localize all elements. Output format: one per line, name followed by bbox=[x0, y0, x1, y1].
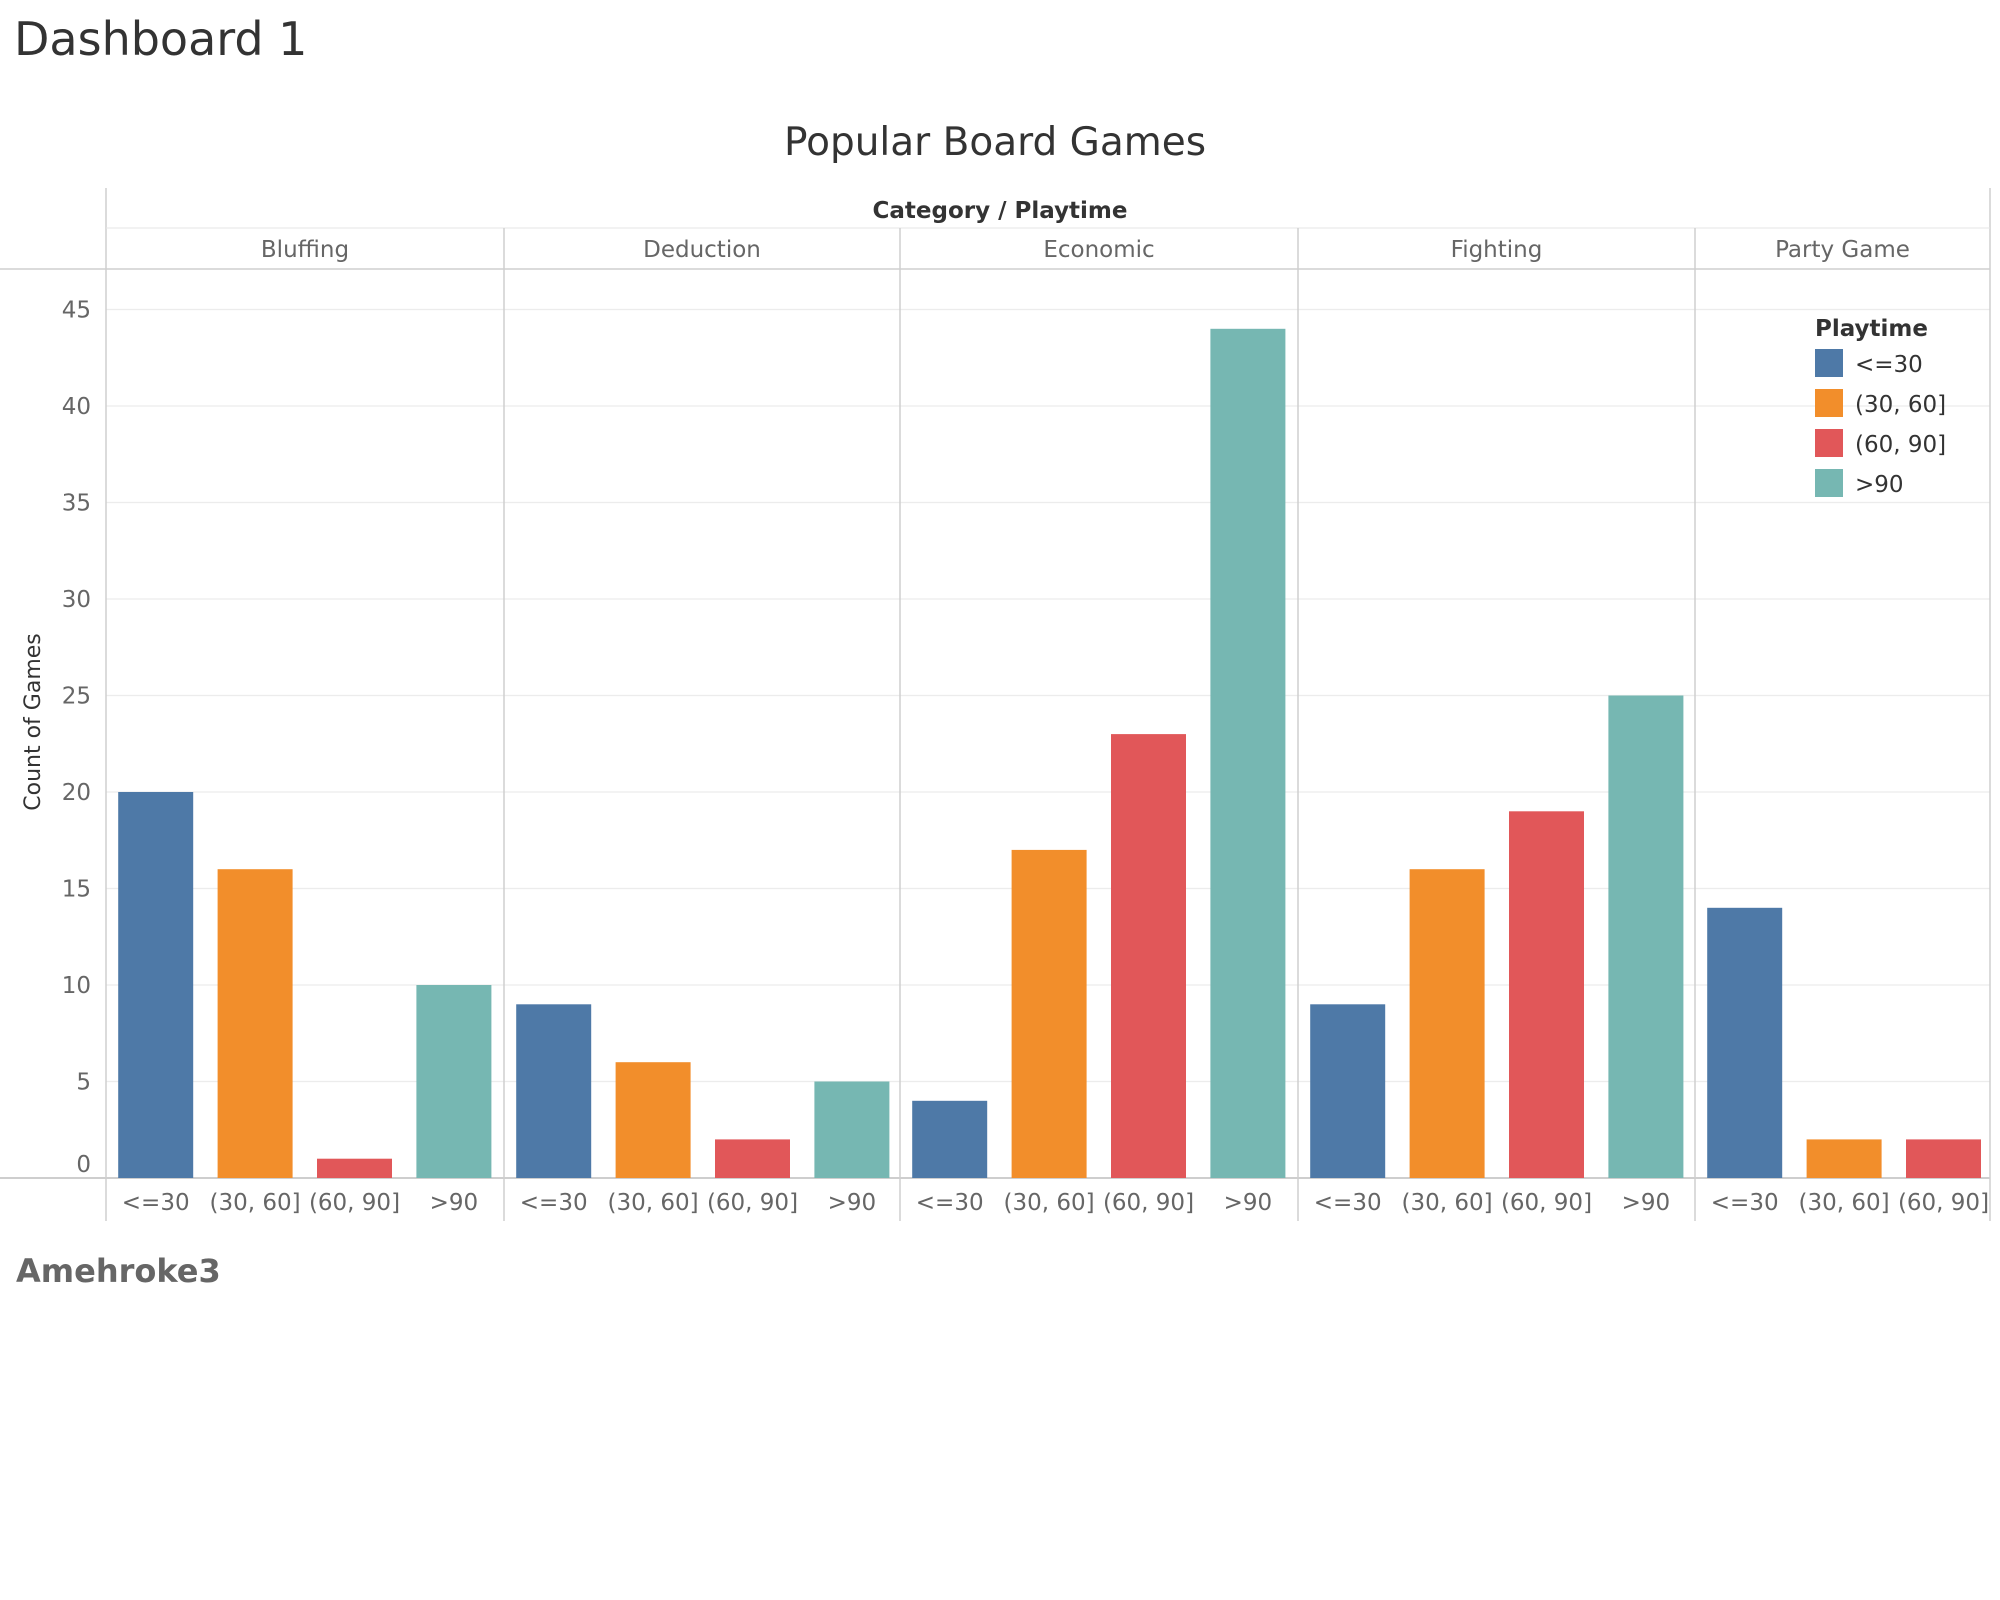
y-axis-label: Count of Games bbox=[21, 633, 46, 810]
x-tick-label: (60, 90] bbox=[707, 1190, 798, 1216]
y-tick-label: 45 bbox=[62, 298, 91, 324]
y-tick-label: 15 bbox=[62, 877, 91, 903]
x-tick-label: (60, 90] bbox=[1501, 1190, 1592, 1216]
y-tick-label: 35 bbox=[62, 491, 91, 517]
bar-bluffing-2 bbox=[317, 1158, 392, 1178]
bar-deduction-1 bbox=[615, 1062, 691, 1178]
category-header-bluffing: Bluffing bbox=[261, 237, 349, 263]
x-tick-label: <=30 bbox=[122, 1190, 190, 1216]
bar-economic-2 bbox=[1111, 734, 1186, 1178]
y-tick-label: 20 bbox=[62, 780, 91, 806]
legend-swatch-1 bbox=[1815, 389, 1843, 417]
legend-entry-label: (30, 60] bbox=[1855, 392, 1946, 418]
x-tick-label: >90 bbox=[828, 1190, 877, 1216]
bar-fighting-3 bbox=[1608, 695, 1684, 1178]
category-header-deduction: Deduction bbox=[643, 237, 761, 263]
x-tick-label: <=30 bbox=[1314, 1190, 1382, 1216]
y-tick-label: 5 bbox=[76, 1070, 91, 1096]
x-tick-label: >90 bbox=[1622, 1190, 1671, 1216]
bar-fighting-2 bbox=[1509, 811, 1584, 1178]
x-tick-label: (30, 60] bbox=[210, 1190, 301, 1216]
legend-entry-label: (60, 90] bbox=[1855, 432, 1946, 458]
bar-deduction-2 bbox=[715, 1139, 790, 1178]
chart-title: Popular Board Games bbox=[784, 120, 1206, 165]
x-tick-label: <=30 bbox=[520, 1190, 588, 1216]
bar-fighting-1 bbox=[1409, 869, 1485, 1178]
legend-swatch-3 bbox=[1815, 469, 1843, 497]
y-tick-label: 10 bbox=[62, 973, 91, 999]
x-tick-label: >90 bbox=[430, 1190, 479, 1216]
x-tick-label: >90 bbox=[1224, 1190, 1273, 1216]
bar-economic-0 bbox=[912, 1100, 988, 1178]
y-tick-label: 40 bbox=[62, 394, 91, 420]
x-tick-label: (30, 60] bbox=[1004, 1190, 1095, 1216]
bar-party-game-2 bbox=[1906, 1139, 1981, 1178]
x-tick-label: (30, 60] bbox=[608, 1190, 699, 1216]
x-tick-label: (60, 90] bbox=[1898, 1190, 1989, 1216]
y-tick-label: 30 bbox=[62, 587, 91, 613]
x-tick-label: (60, 90] bbox=[309, 1190, 400, 1216]
legend-swatch-2 bbox=[1815, 429, 1843, 457]
legend-swatch-0 bbox=[1815, 349, 1843, 377]
bar-bluffing-3 bbox=[416, 985, 492, 1178]
bar-deduction-3 bbox=[814, 1081, 890, 1178]
x-tick-label: <=30 bbox=[916, 1190, 984, 1216]
legend-title: Playtime bbox=[1815, 316, 1928, 342]
legend-entry-label: >90 bbox=[1855, 472, 1904, 498]
bar-deduction-0 bbox=[516, 1004, 592, 1178]
category-header-party-game: Party Game bbox=[1775, 237, 1910, 263]
bar-fighting-0 bbox=[1310, 1004, 1386, 1178]
bar-economic-1 bbox=[1011, 849, 1087, 1178]
x-tick-label: <=30 bbox=[1711, 1190, 1779, 1216]
bar-bluffing-0 bbox=[118, 792, 194, 1178]
y-tick-label: 0 bbox=[76, 1152, 91, 1178]
x-tick-label: (30, 60] bbox=[1799, 1190, 1890, 1216]
category-header-fighting: Fighting bbox=[1451, 237, 1543, 263]
bar-party-game-1 bbox=[1806, 1139, 1882, 1178]
category-header-economic: Economic bbox=[1043, 237, 1154, 263]
bar-chart: Popular Board Games Category / Playtime 0 5… bbox=[0, 120, 1991, 1221]
legend-entry-label: <=30 bbox=[1855, 352, 1923, 378]
dashboard-title: Dashboard 1 bbox=[14, 12, 308, 66]
bar-party-game-0 bbox=[1707, 907, 1783, 1178]
author-name: Amehroke3 bbox=[16, 1252, 221, 1290]
bar-economic-3 bbox=[1210, 328, 1286, 1178]
bar-bluffing-1 bbox=[217, 869, 293, 1178]
column-header-title: Category / Playtime bbox=[873, 198, 1128, 224]
x-tick-label: (30, 60] bbox=[1402, 1190, 1493, 1216]
y-tick-label: 25 bbox=[62, 684, 91, 710]
x-tick-label: (60, 90] bbox=[1103, 1190, 1194, 1216]
